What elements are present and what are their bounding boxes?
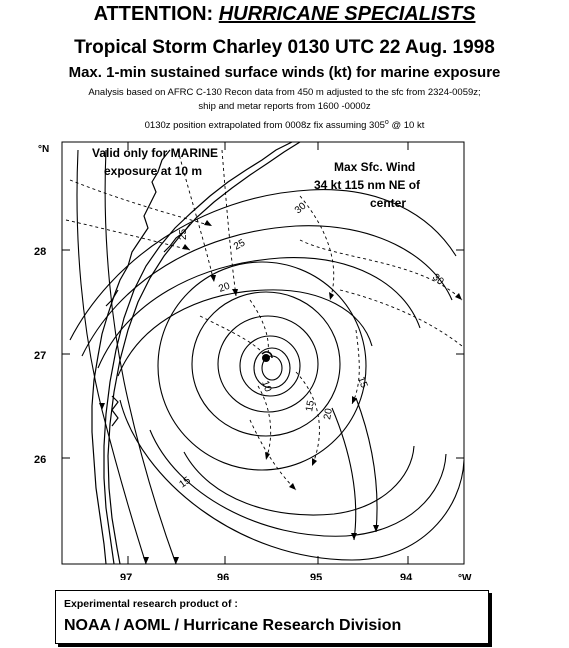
isotach-label: 10 xyxy=(259,379,273,394)
analysis-line-1: Analysis based on AFRC C-130 Recon data … xyxy=(88,87,481,98)
lon-label-95: 95 xyxy=(310,572,322,580)
analysis-line-2: ship and metar reports from 1600 -0000z xyxy=(198,101,371,112)
lon-label-94: 94 xyxy=(400,572,413,580)
lon-unit-label: °W xyxy=(458,573,472,580)
axis-ticks xyxy=(62,142,464,564)
lon-label-97: 97 xyxy=(120,572,132,580)
credit-line-2: NOAA / AOML / Hurricane Research Divisio… xyxy=(64,617,402,634)
degree-symbol: o xyxy=(384,119,389,126)
isotach-label: 20 xyxy=(322,407,335,420)
attention-prefix: ATTENTION: xyxy=(93,3,214,25)
storm-title: Tropical Storm Charley 0130 UTC 22 Aug. … xyxy=(74,37,495,58)
isotach-label: 20 xyxy=(217,281,232,295)
lat-label-27: 27 xyxy=(34,350,46,362)
isotach-label: 25 xyxy=(178,228,189,240)
lat-label-26: 26 xyxy=(34,454,46,466)
max-wind-line-1: Max Sfc. Wind xyxy=(334,160,415,174)
arrowheads xyxy=(99,220,462,564)
max-wind-line-2: 34 kt 115 nm NE of xyxy=(314,178,421,192)
map-frame xyxy=(61,141,465,565)
valid-note-line-1: Valid only for MARINE xyxy=(92,146,218,160)
credit-box: Experimental research product of : NOAA … xyxy=(55,590,489,644)
valid-note-line-2: exposure at 10 m xyxy=(104,164,202,178)
attention-title: ATTENTION: HURRICANE SPECIALISTS xyxy=(0,3,569,26)
credit-line-1: Experimental research product of : xyxy=(64,598,238,610)
isotach-label: 15 xyxy=(355,375,369,390)
coastline xyxy=(91,141,301,565)
lon-label-96: 96 xyxy=(217,572,229,580)
lat-label-28: 28 xyxy=(34,246,46,258)
isotach-label: 15 xyxy=(177,475,193,491)
isotach-label: 15 xyxy=(304,399,317,412)
position-note-speed: @ 10 kt xyxy=(388,120,425,132)
max-wind-line-3: center xyxy=(370,196,406,210)
lat-unit-label: °N xyxy=(38,144,49,155)
position-note-text: 0130z position extrapolated from 0008z f… xyxy=(144,120,385,132)
position-note: 0130z position extrapolated from 0008z f… xyxy=(0,119,569,131)
product-title: Max. 1-min sustained surface winds (kt) … xyxy=(68,64,501,81)
isotachs xyxy=(69,149,465,565)
streamlines xyxy=(65,149,463,491)
attention-highlight: HURRICANE SPECIALISTS xyxy=(218,3,476,25)
wind-analysis-map: 28 27 26 °N 97 96 95 94 °W Valid only fo… xyxy=(34,141,472,580)
isotach-label: 30 xyxy=(293,200,309,216)
isotach-label: 25 xyxy=(232,237,248,252)
storm-center xyxy=(261,351,273,362)
